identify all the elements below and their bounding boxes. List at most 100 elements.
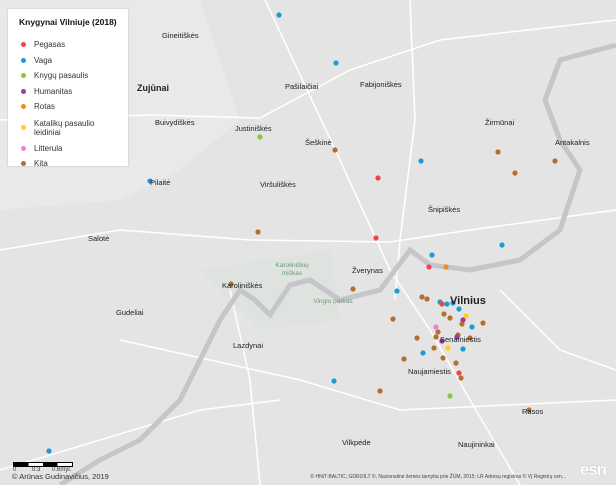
bookstore-marker-litterula[interactable]: [433, 324, 439, 330]
bookstore-marker-vaga[interactable]: [469, 324, 475, 330]
legend-dot-icon: [21, 161, 26, 167]
bookstore-marker-vaga[interactable]: [460, 346, 466, 352]
bookstore-marker-knygų-pasaulis[interactable]: [447, 393, 453, 399]
place-label: Šeškinė: [305, 138, 332, 147]
place-label: Fabijoniškės: [360, 80, 402, 89]
legend-label: Vaga: [34, 55, 53, 65]
place-label: Salotė: [88, 234, 110, 243]
bookstore-marker-kita[interactable]: [467, 335, 473, 341]
bookstore-marker-knygų-pasaulis[interactable]: [257, 134, 263, 140]
legend-dot-icon: [21, 73, 26, 79]
copyright: © Arūnas Gudinavičius, 2019: [12, 472, 109, 481]
bookstore-marker-kita[interactable]: [447, 315, 453, 321]
bookstore-marker-kita[interactable]: [390, 316, 396, 322]
place-label: Zujūnai: [137, 83, 169, 93]
bookstore-marker-katalikų-pasaulio-leidiniai[interactable]: [445, 345, 451, 351]
place-label: Karoliniškės: [222, 281, 263, 290]
place-label: Senamiestis: [440, 335, 481, 344]
bookstore-marker-kita[interactable]: [401, 356, 407, 362]
place-label: Viršuliškės: [260, 180, 296, 189]
bookstore-marker-kita[interactable]: [350, 286, 356, 292]
bookstore-marker-humanitas[interactable]: [460, 317, 466, 323]
bookstore-marker-kita[interactable]: [435, 329, 441, 335]
legend-item: Litterula: [21, 141, 104, 157]
bookstore-marker-vaga[interactable]: [444, 301, 450, 307]
bookstore-marker-kita[interactable]: [228, 281, 234, 287]
legend-dot-icon: [21, 145, 26, 151]
bookstore-marker-humanitas[interactable]: [439, 338, 445, 344]
legend-dot-icon: [21, 88, 26, 94]
bookstore-marker-vaga[interactable]: [276, 12, 282, 18]
legend-dot-icon: [21, 42, 26, 48]
legend-item: Vaga: [21, 53, 104, 69]
bookstore-marker-kita[interactable]: [552, 158, 558, 164]
bookstore-marker-vaga[interactable]: [147, 178, 153, 184]
bookstore-marker-kita[interactable]: [440, 355, 446, 361]
bookstore-marker-vaga[interactable]: [418, 158, 424, 164]
legend-label: Humanitas: [34, 86, 73, 96]
legend-label: Katalikų pasaulio leidiniai: [34, 118, 95, 137]
bookstore-marker-pegasas[interactable]: [375, 175, 381, 181]
bookstore-marker-vaga[interactable]: [499, 242, 505, 248]
place-label: Antakalnis: [555, 138, 590, 147]
bookstore-marker-pegasas[interactable]: [373, 235, 379, 241]
bookstore-marker-vaga[interactable]: [46, 448, 52, 454]
legend-label: Rotas: [34, 102, 55, 112]
place-label: Žirmūnai: [485, 118, 515, 127]
place-label: Buivydiškės: [155, 118, 195, 127]
bookstore-marker-vaga[interactable]: [429, 252, 435, 258]
bookstore-marker-pegasas[interactable]: [439, 301, 445, 307]
place-label: Justiniškės: [235, 124, 272, 133]
bookstore-marker-kita[interactable]: [453, 360, 459, 366]
bookstore-marker-kita[interactable]: [480, 320, 486, 326]
legend-item: Katalikų pasaulio leidiniai: [21, 115, 104, 141]
scale-bar: 0 0.3 0.6myl.: [13, 462, 73, 473]
legend-label: Litterula: [34, 143, 63, 153]
legend-item: Humanitas: [21, 84, 104, 100]
bookstore-marker-vaga[interactable]: [331, 378, 337, 384]
bookstore-marker-kita[interactable]: [458, 375, 464, 381]
bookstore-marker-pegasas[interactable]: [456, 370, 462, 376]
bookstore-marker-kita[interactable]: [431, 345, 437, 351]
legend-label: Pegasas: [34, 40, 66, 50]
legend-dot-icon: [21, 125, 26, 130]
bookstore-marker-kita[interactable]: [433, 334, 439, 340]
bookstore-marker-kita[interactable]: [424, 296, 430, 302]
bookstore-marker-vaga[interactable]: [456, 306, 462, 312]
bookstore-marker-kita[interactable]: [414, 335, 420, 341]
legend-item: Rotas: [21, 99, 104, 115]
place-label: Žverynas: [352, 266, 383, 275]
bookstore-marker-vaga[interactable]: [450, 300, 456, 306]
legend-item: Pegasas: [21, 37, 104, 53]
legend: Knygynai Vilniuje (2018) Pegasas Vaga Knyg…: [8, 9, 128, 168]
bookstore-marker-humanitas[interactable]: [454, 334, 460, 340]
bookstore-marker-rotas[interactable]: [443, 264, 449, 270]
bookstore-marker-kita[interactable]: [332, 147, 338, 153]
place-label: Vilnius: [450, 295, 486, 307]
park-label: Karoliniškių miškas: [275, 262, 309, 277]
park-label: Vingio parkas: [313, 298, 353, 305]
bookstore-marker-kita[interactable]: [512, 170, 518, 176]
bookstore-marker-kita[interactable]: [526, 407, 532, 413]
bookstore-marker-kita[interactable]: [419, 294, 425, 300]
legend-item: Kita: [21, 156, 104, 172]
place-label: Šnipiškės: [428, 205, 461, 214]
scale-tick: 0: [13, 467, 17, 473]
bookstore-marker-vaga[interactable]: [420, 350, 426, 356]
bookstore-marker-kita[interactable]: [441, 311, 447, 317]
scale-tick: 0.6myl.: [52, 467, 72, 473]
bookstore-marker-kita[interactable]: [459, 321, 465, 327]
bookstore-marker-kita[interactable]: [495, 149, 501, 155]
bookstore-marker-katalikų-pasaulio-leidiniai[interactable]: [463, 313, 469, 319]
legend-label: Kita: [34, 159, 48, 169]
attribution[interactable]: © HNIT-BALTIC; GDR10LT ©, Nacionalinė že…: [310, 474, 566, 480]
legend-label: Knygų pasaulis: [34, 71, 89, 81]
esri-logo: esri: [579, 460, 607, 479]
bookstore-marker-kita[interactable]: [255, 229, 261, 235]
bookstore-marker-vaga[interactable]: [333, 60, 339, 66]
place-label: Naujamiestis: [408, 367, 451, 376]
place-label: Pašilaičiai: [285, 82, 319, 91]
bookstore-marker-vaga[interactable]: [394, 288, 400, 294]
bookstore-marker-pegasas[interactable]: [426, 264, 432, 270]
bookstore-marker-kita[interactable]: [377, 388, 383, 394]
